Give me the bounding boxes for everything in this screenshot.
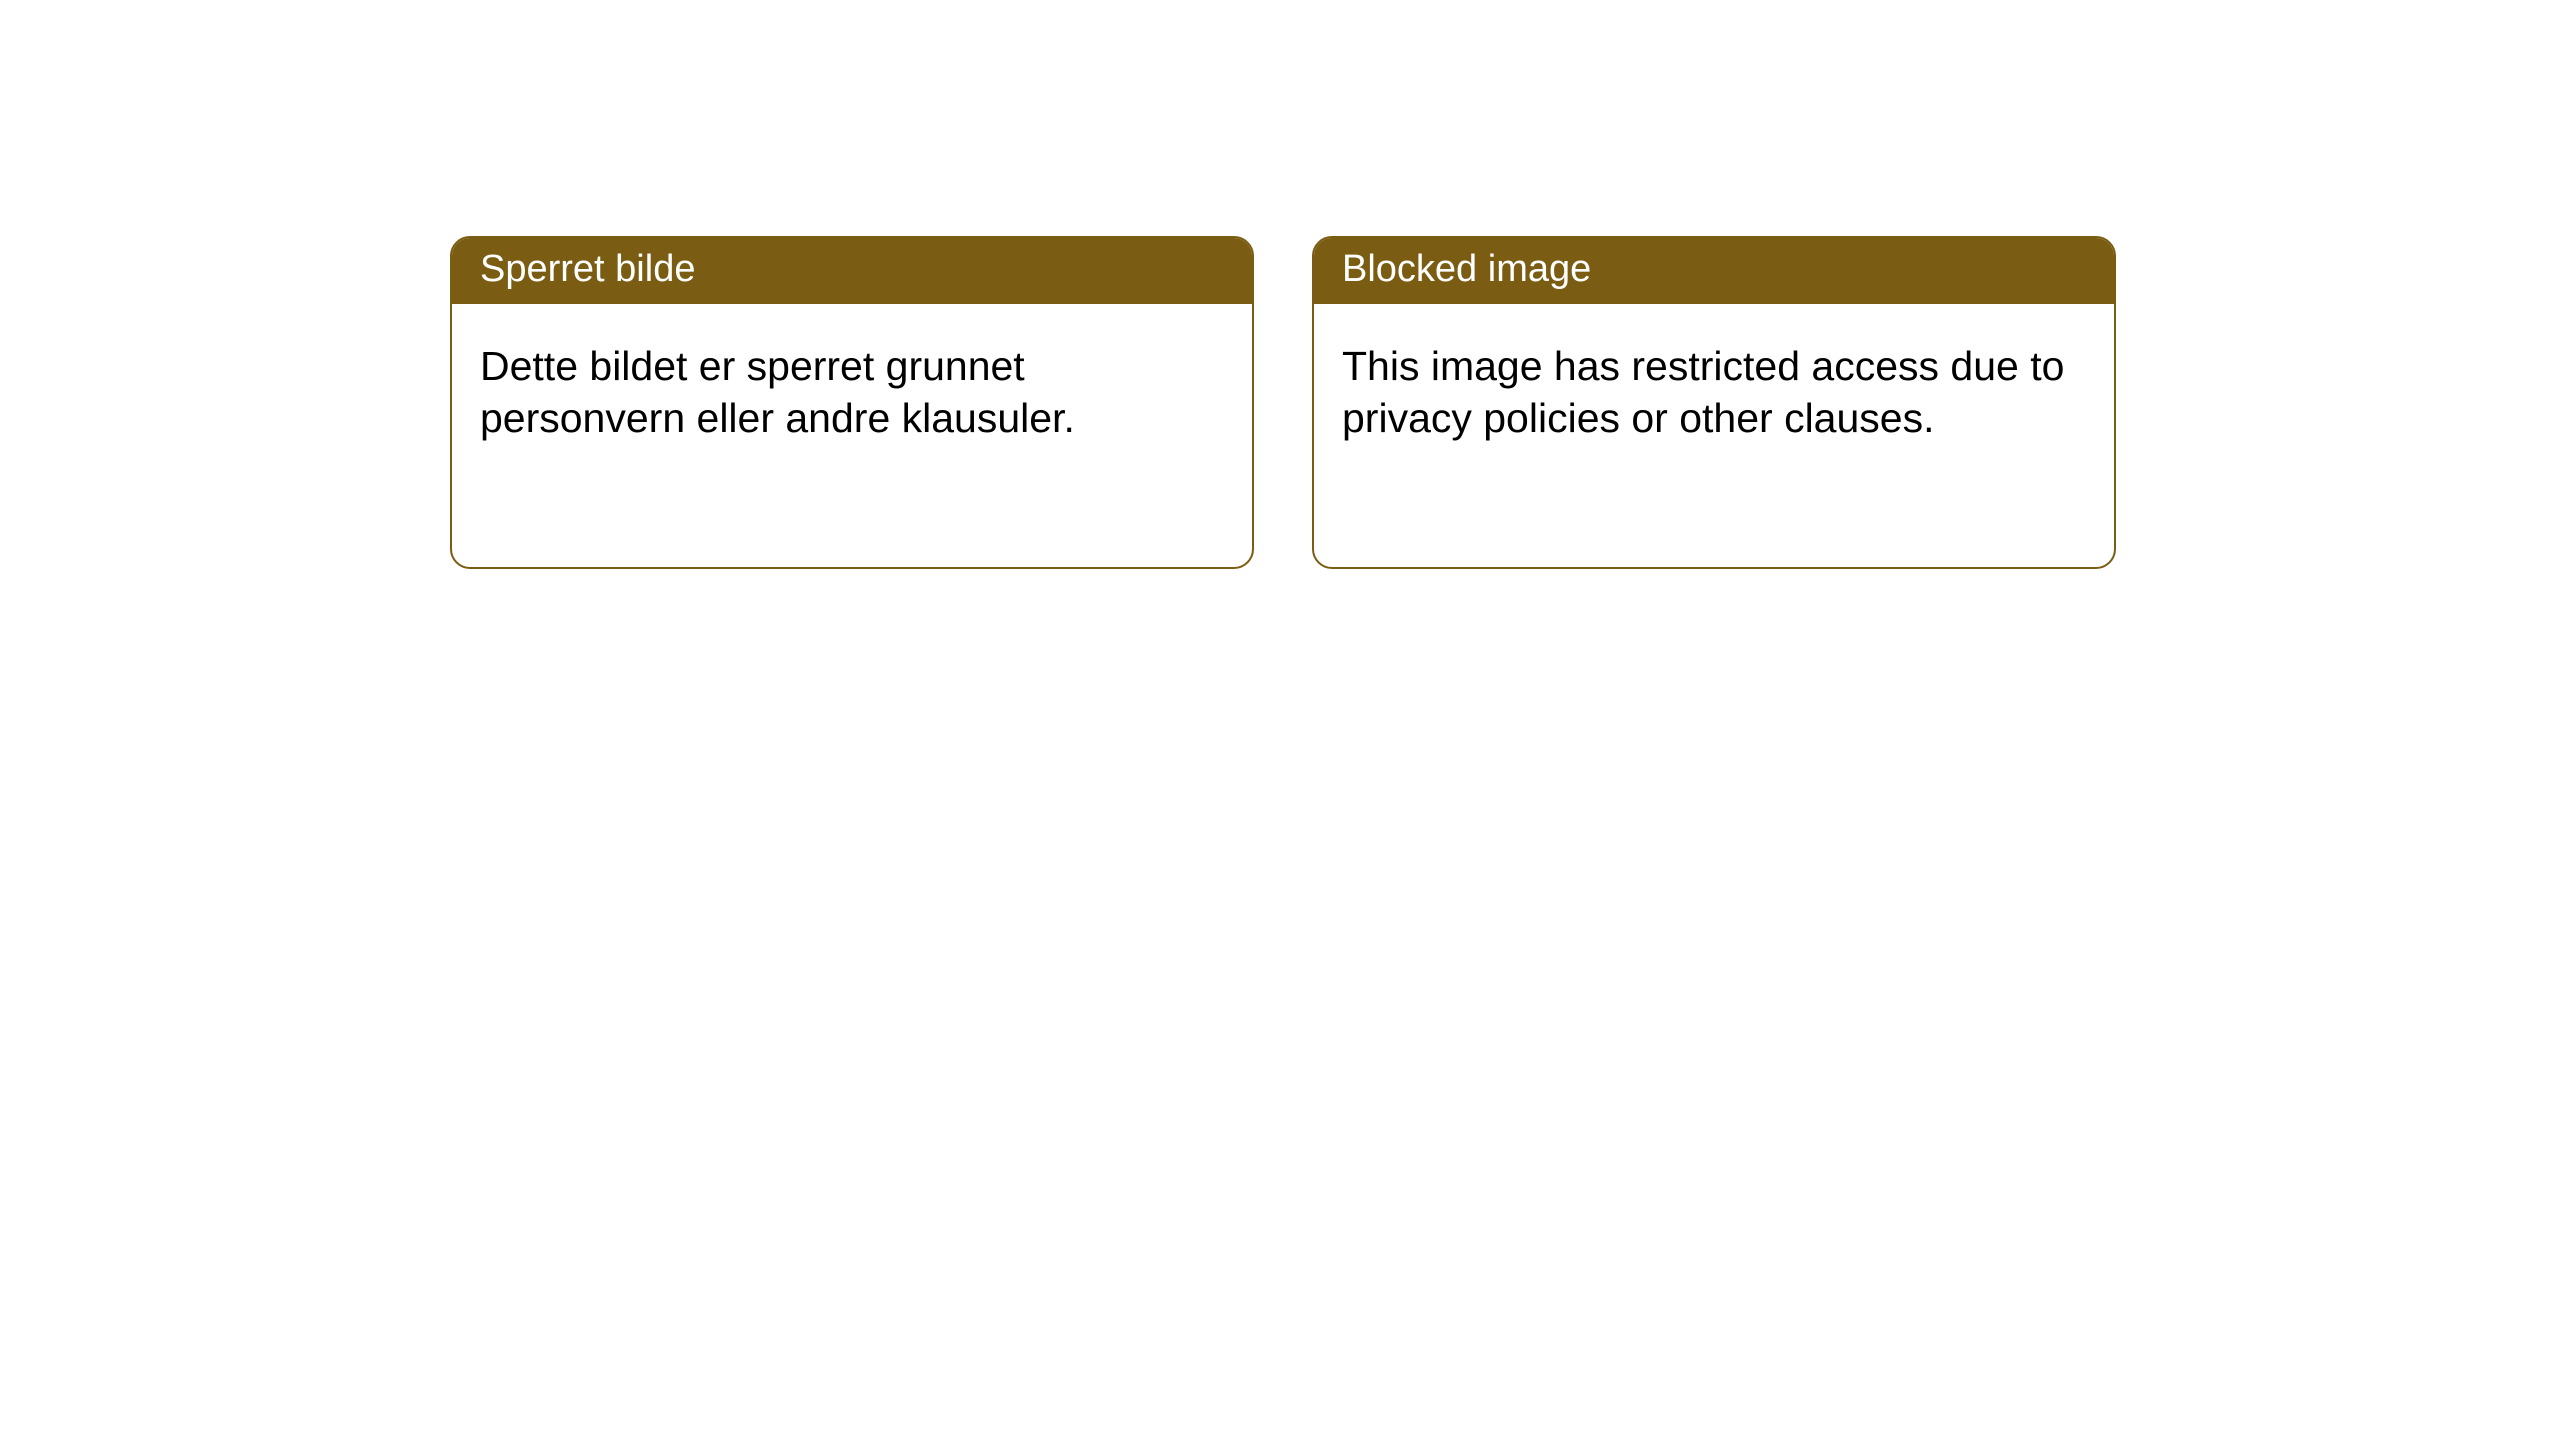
panel-body-en: This image has restricted access due to … [1314, 304, 2114, 473]
panel-title-en: Blocked image [1314, 238, 2114, 304]
blocked-image-panels: Sperret bilde Dette bildet er sperret gr… [450, 236, 2116, 569]
panel-norwegian: Sperret bilde Dette bildet er sperret gr… [450, 236, 1254, 569]
panel-english: Blocked image This image has restricted … [1312, 236, 2116, 569]
panel-body-no: Dette bildet er sperret grunnet personve… [452, 304, 1252, 473]
panel-title-no: Sperret bilde [452, 238, 1252, 304]
